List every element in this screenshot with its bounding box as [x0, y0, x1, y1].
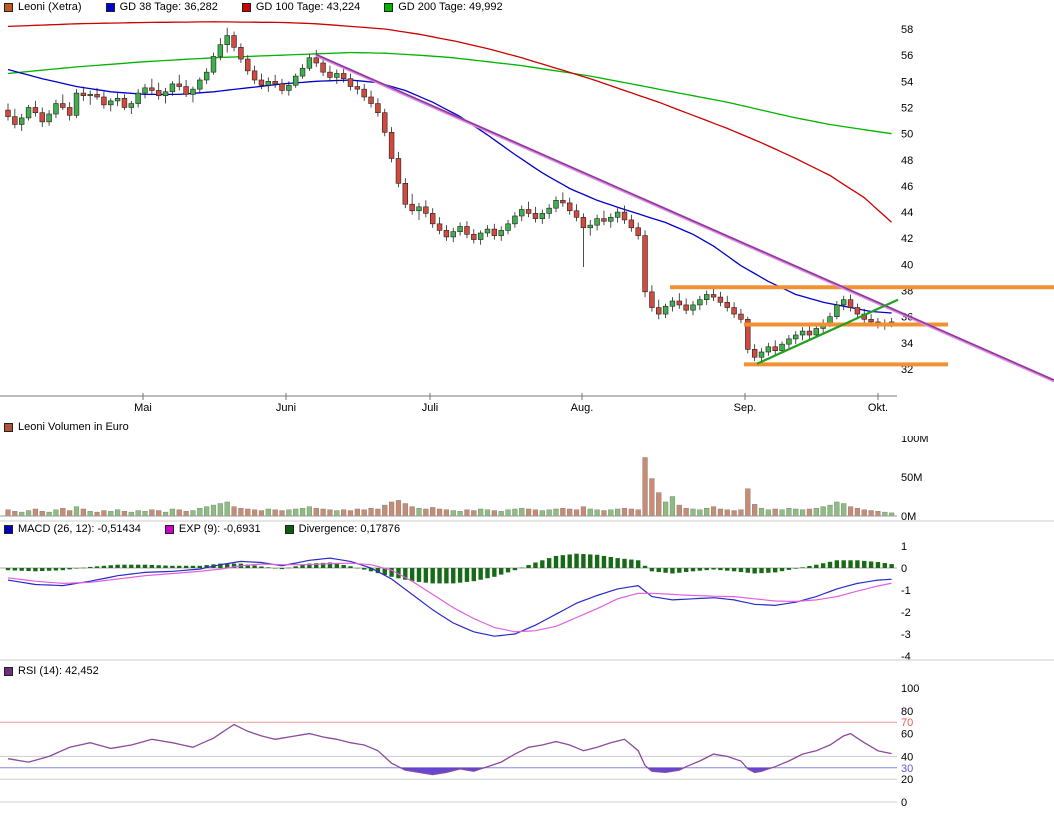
legend-item: Leoni (Xetra): [4, 1, 82, 13]
svg-text:54: 54: [901, 76, 913, 88]
svg-text:60: 60: [901, 729, 913, 741]
legend-label: GD 38 Tage: 36,282: [119, 1, 218, 13]
svg-text:48: 48: [901, 155, 913, 167]
legend-label: Leoni (Xetra): [18, 1, 82, 13]
macd-plot: 1 0 -1 -2 -3 -4: [0, 541, 1054, 663]
svg-text:30: 30: [901, 763, 913, 775]
legend-label: GD 200 Tage: 49,992: [398, 1, 503, 13]
macd-legend: MACD (26, 12): -0,51434 EXP (9): -0,6931 D…: [4, 523, 400, 535]
svg-text:Aug.: Aug.: [571, 402, 594, 414]
legend-swatch-icon: [105, 2, 115, 12]
legend-label: EXP (9): -0,6931: [178, 523, 261, 535]
svg-text:-1: -1: [901, 585, 911, 597]
svg-text:Mai: Mai: [134, 402, 152, 414]
svg-text:52: 52: [901, 102, 913, 114]
svg-text:0: 0: [901, 797, 907, 809]
svg-text:Sep.: Sep.: [734, 402, 757, 414]
legend-label: Leoni Volumen in Euro: [18, 421, 129, 433]
price-plot: 5856545250484644424038363432MaiJuniJuliA…: [0, 21, 1054, 414]
svg-text:50M: 50M: [901, 472, 922, 484]
legend-swatch-icon: [241, 2, 251, 12]
legend-item: GD 38 Tage: 36,282: [105, 1, 218, 13]
legend-item: MACD (26, 12): -0,51434: [4, 523, 141, 535]
svg-text:42: 42: [901, 233, 913, 245]
svg-text:34: 34: [901, 338, 913, 350]
svg-text:-4: -4: [901, 651, 911, 663]
svg-text:46: 46: [901, 181, 913, 193]
svg-text:100M: 100M: [901, 436, 929, 445]
legend-item: EXP (9): -0,6931: [164, 523, 261, 535]
svg-text:Juni: Juni: [276, 402, 296, 414]
svg-text:40: 40: [901, 259, 913, 271]
rsi-legend: RSI (14): 42,452: [4, 665, 99, 677]
svg-text:100: 100: [901, 683, 919, 695]
legend-item: Divergence: 0,17876: [284, 523, 401, 535]
svg-text:0: 0: [901, 563, 907, 575]
legend-swatch-icon: [284, 524, 294, 534]
legend-swatch-icon: [4, 666, 13, 676]
legend-swatch-icon: [384, 2, 394, 12]
svg-text:40: 40: [901, 751, 913, 763]
legend-swatch-icon: [164, 524, 174, 534]
legend-item: RSI (14): 42,452: [4, 665, 99, 677]
svg-text:44: 44: [901, 207, 913, 219]
svg-text:20: 20: [901, 774, 913, 786]
svg-text:Okt.: Okt.: [868, 402, 888, 414]
legend-label: GD 100 Tage: 43,224: [255, 1, 361, 13]
legend-item: GD 100 Tage: 43,224: [241, 1, 361, 13]
volume-plot: 100M 50M 0M: [0, 436, 1054, 523]
svg-text:32: 32: [901, 364, 913, 376]
svg-text:70: 70: [901, 717, 913, 729]
price-legend: Leoni (Xetra) GD 38 Tage: 36,282 GD 100 Ta…: [4, 1, 503, 13]
svg-text:56: 56: [901, 50, 913, 62]
legend-label: RSI (14): 42,452: [18, 665, 99, 677]
svg-text:Juli: Juli: [422, 402, 439, 414]
svg-text:0M: 0M: [901, 511, 916, 523]
svg-text:-2: -2: [901, 607, 911, 619]
svg-text:80: 80: [901, 706, 913, 718]
volume-legend: Leoni Volumen in Euro: [4, 421, 129, 433]
svg-text:1: 1: [901, 541, 907, 553]
legend-item: Leoni Volumen in Euro: [4, 421, 129, 433]
legend-label: Divergence: 0,17876: [298, 523, 401, 535]
legend-swatch-icon: [4, 422, 13, 432]
svg-text:-3: -3: [901, 629, 911, 641]
svg-text:50: 50: [901, 129, 913, 141]
svg-text:58: 58: [901, 24, 913, 36]
legend-swatch-icon: [4, 2, 13, 12]
legend-swatch-icon: [4, 524, 13, 534]
legend-label: MACD (26, 12): -0,51434: [18, 523, 141, 535]
legend-item: GD 200 Tage: 49,992: [384, 1, 503, 13]
